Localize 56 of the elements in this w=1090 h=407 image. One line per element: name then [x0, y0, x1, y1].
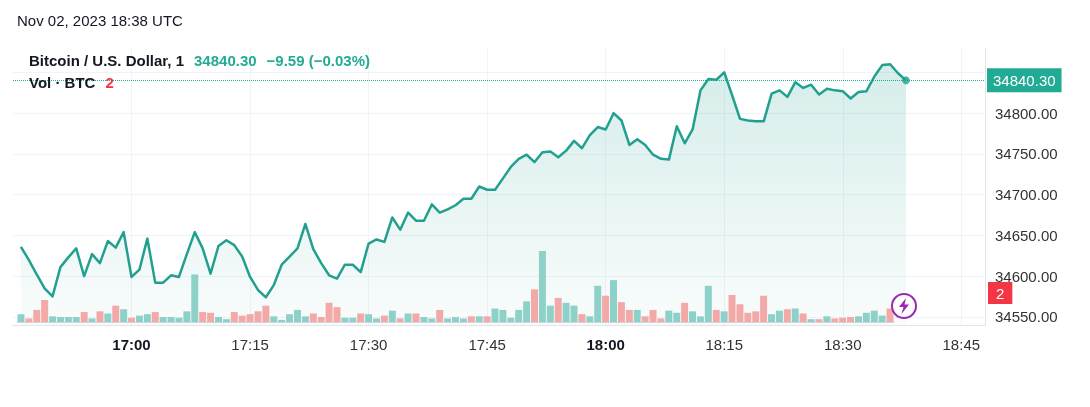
annotation: −9.59 (−0.03%): [266, 51, 371, 69]
bar: [436, 309, 444, 322]
chart-title: Bitcoin / U.S. Dollar, 1: [29, 51, 185, 69]
bar: [807, 319, 815, 322]
bar: [120, 309, 128, 322]
y-tick-label: 34550.00: [995, 308, 1058, 326]
bar: [681, 302, 689, 322]
bar: [357, 313, 365, 322]
x-tick-label: 17:15: [231, 336, 269, 353]
bar: [17, 314, 25, 322]
x-tick-label: 17:30: [349, 336, 388, 353]
bar: [720, 311, 728, 322]
bar: [380, 315, 388, 322]
bar: [815, 319, 823, 322]
bar: [578, 314, 586, 322]
bar: [799, 313, 807, 322]
bar: [112, 305, 120, 322]
bar: [88, 318, 96, 322]
bar: [151, 312, 159, 322]
bar: [467, 316, 475, 322]
bar: [783, 309, 791, 322]
ref-line-label: 34840.30: [993, 71, 1056, 89]
bar: [602, 295, 610, 322]
x-tick-label: 17:00: [112, 336, 151, 353]
bar: [633, 309, 641, 322]
bar: [96, 311, 104, 322]
bar: [396, 318, 404, 322]
y-tick-label: 34600.00: [995, 267, 1058, 285]
bar: [610, 280, 618, 322]
x-tick-label: 18:45: [942, 336, 981, 353]
y-tick-label: 34650.00: [995, 226, 1058, 244]
bar: [823, 316, 831, 322]
y-tick-label: 34800.00: [995, 104, 1058, 122]
bar: [412, 313, 420, 322]
bar: [104, 313, 112, 322]
y-tick-label: 34750.00: [995, 145, 1058, 163]
bar: [791, 308, 799, 322]
bar: [475, 316, 483, 322]
text: Nov 02, 2023 18:38 UTC: [17, 12, 184, 29]
annotation: 34840.30: [194, 51, 257, 69]
bar: [80, 312, 88, 322]
bar: [128, 317, 136, 322]
text: 2: [996, 285, 1005, 302]
x-tick-label: 18:30: [823, 336, 862, 353]
bar: [554, 297, 562, 322]
x-tick-label: 18:15: [705, 336, 743, 353]
y-tick-label: 34700.00: [995, 186, 1058, 204]
bar: [388, 310, 396, 322]
x-tick-label: 17:45: [468, 336, 506, 353]
bar: [404, 313, 412, 322]
bar: [712, 309, 720, 322]
bar: [483, 316, 491, 322]
x-tick-label: 18:00: [586, 336, 625, 353]
annotation: 2: [105, 73, 114, 91]
bar: [531, 289, 539, 322]
chart-title: Vol · BTC: [29, 73, 96, 91]
